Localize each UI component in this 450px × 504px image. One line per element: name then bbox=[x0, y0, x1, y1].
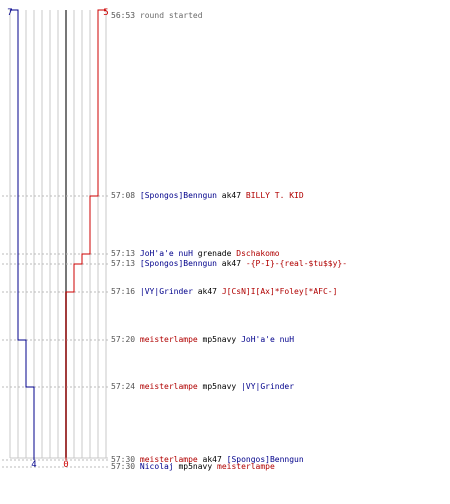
player-name: [Spongos]Benngun bbox=[226, 455, 304, 464]
event-time: 57:24 bbox=[111, 382, 136, 391]
event-time: 56:53 bbox=[111, 11, 136, 20]
player-name: [Spongos]Benngun bbox=[139, 191, 217, 200]
player-name: J[CsN]I[Ax]*Foley[*AFC-] bbox=[221, 287, 338, 296]
event-text: round started bbox=[139, 11, 203, 20]
blue-team-line bbox=[10, 9, 35, 460]
kill-feed-row: 57:20 meisterlampe mp5navy JoH'a'e nuH bbox=[111, 335, 294, 344]
player-name: Nicolaj bbox=[139, 462, 174, 471]
player-name: |VY|Grinder bbox=[241, 382, 295, 391]
kill-feed-row: 57:30 meisterlampe ak47 [Spongos]Benngun bbox=[111, 455, 304, 464]
player-name: meisterlampe bbox=[139, 382, 198, 391]
round-timeline-chart: 7 5 4 0 bbox=[0, 0, 110, 500]
weapon-name: mp5navy bbox=[197, 382, 242, 391]
weapon-name: ak47 bbox=[192, 287, 222, 296]
player-name: JoH'a'e nuH bbox=[241, 335, 295, 344]
weapon-name: mp5navy bbox=[197, 335, 242, 344]
weapon-name: ak47 bbox=[197, 455, 227, 464]
chart-svg: 7 5 4 0 bbox=[2, 8, 110, 470]
kill-feed-row: 57:13 JoH'a'e nuH grenade Dschakomo bbox=[111, 249, 280, 258]
kill-feed-row: 56:53 round started bbox=[111, 11, 203, 20]
event-time: 57:13 bbox=[111, 259, 136, 268]
red-team-line bbox=[65, 9, 106, 460]
player-name: |VY|Grinder bbox=[139, 287, 193, 296]
red-end-count: 0 bbox=[63, 460, 68, 470]
kill-feed-row: 57:08 [Spongos]Benngun ak47 BILLY T. KID bbox=[111, 191, 304, 200]
weapon-name: ak47 bbox=[216, 191, 246, 200]
kill-feed-row: 57:16 |VY|Grinder ak47 J[CsN]I[Ax]*Foley… bbox=[111, 287, 337, 296]
player-name: BILLY T. KID bbox=[245, 191, 304, 200]
player-name: Dschakomo bbox=[236, 249, 280, 258]
event-time: 57:20 bbox=[111, 335, 136, 344]
player-name: meisterlampe bbox=[139, 455, 198, 464]
blue-end-count: 4 bbox=[31, 460, 36, 470]
player-name: meisterlampe bbox=[217, 462, 275, 471]
event-time: 57:08 bbox=[111, 191, 136, 200]
kill-feed-row: 57:13 [Spongos]Benngun ak47 -{P-I}-{real… bbox=[111, 259, 347, 268]
event-time: 57:13 bbox=[111, 249, 136, 258]
weapon-name: ak47 bbox=[216, 259, 246, 268]
event-time: 57:30 bbox=[111, 462, 136, 471]
weapon-name: grenade bbox=[192, 249, 237, 258]
weapon-name: mp5navy bbox=[173, 462, 217, 471]
event-time: 57:16 bbox=[111, 287, 136, 296]
blue-start-count: 7 bbox=[7, 8, 12, 18]
player-name: meisterlampe bbox=[139, 335, 198, 344]
player-name: -{P-I}-{real-$tu$$y}- bbox=[245, 259, 348, 268]
kill-feed-row: 57:24 meisterlampe mp5navy |VY|Grinder bbox=[111, 382, 294, 391]
player-name: JoH'a'e nuH bbox=[139, 249, 193, 258]
player-name: [Spongos]Benngun bbox=[139, 259, 217, 268]
event-time: 57:30 bbox=[111, 455, 136, 464]
red-start-count: 5 bbox=[103, 8, 108, 18]
kill-feed-row: 57:30 Nicolaj mp5navy meisterlampe bbox=[111, 462, 275, 471]
